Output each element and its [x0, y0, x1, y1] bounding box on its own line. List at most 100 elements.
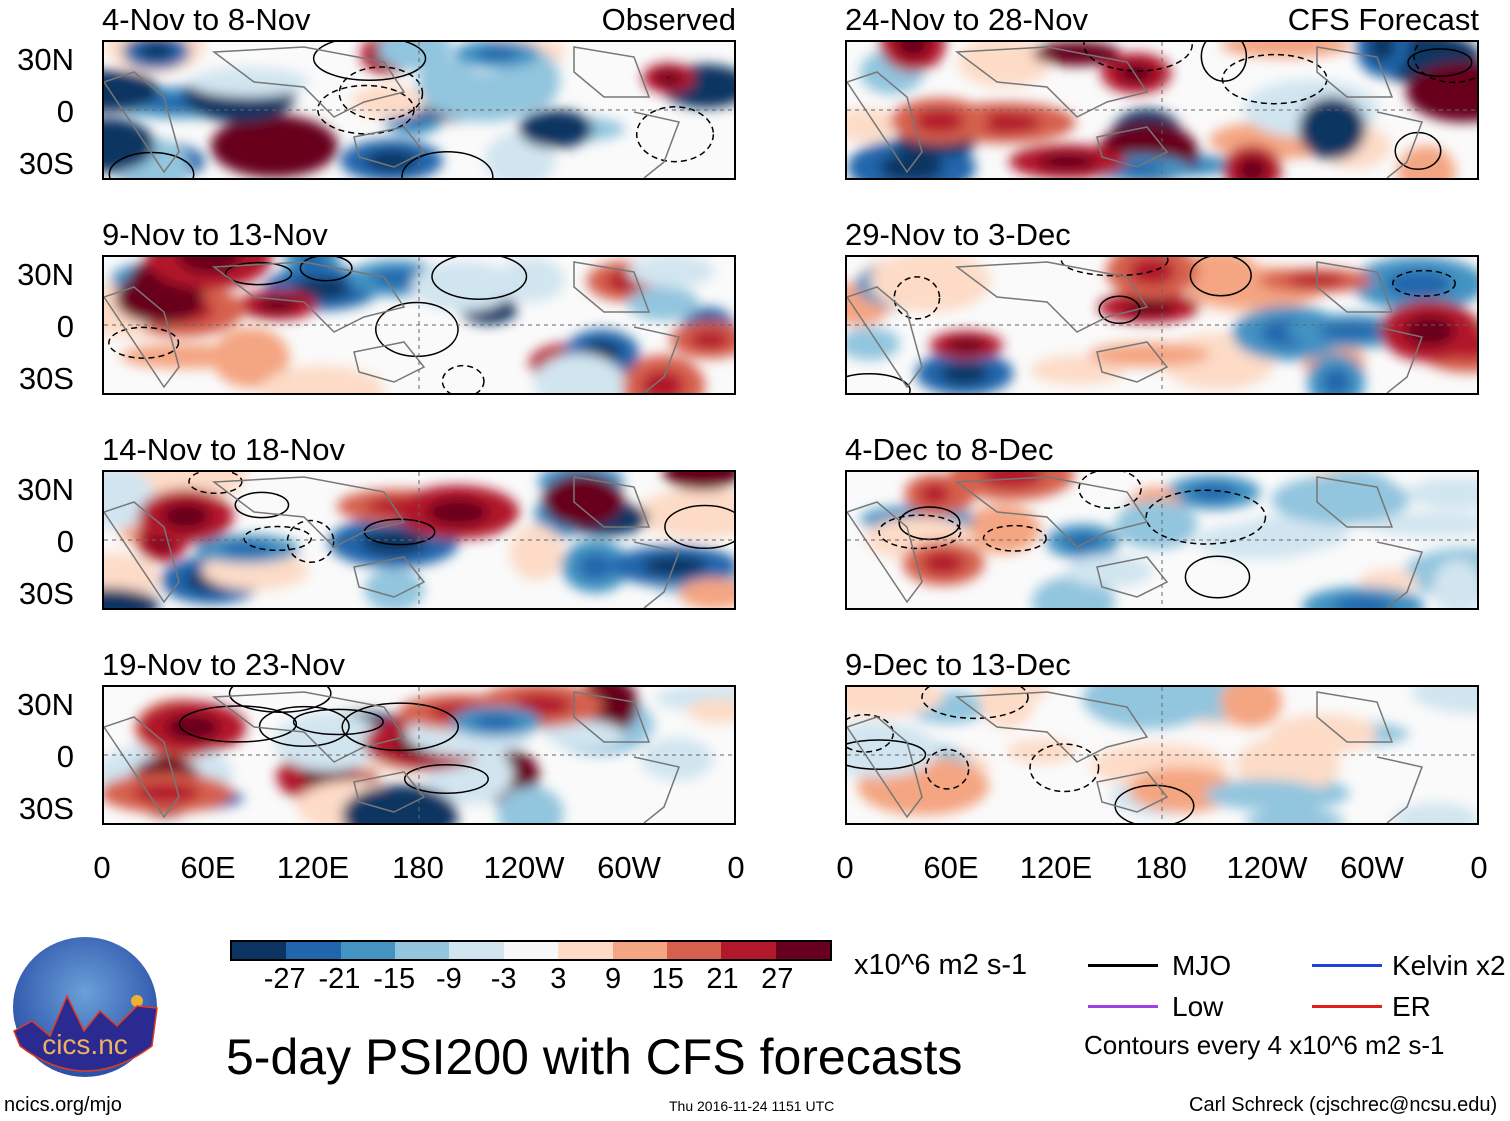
psi200-anomaly-map: [845, 685, 1479, 825]
lon-label: 0: [727, 850, 745, 885]
anomaly-blob: [1269, 713, 1377, 754]
anomaly-core: [1038, 153, 1097, 171]
colorbar-label: 15: [651, 963, 684, 995]
mjo-contour: [847, 373, 911, 393]
anomaly-blob: [1114, 500, 1198, 550]
mjo-contour: [441, 364, 485, 393]
anomaly-blob: [364, 567, 424, 608]
lon-label: 180: [392, 850, 444, 885]
psi200-anomaly-map: [102, 685, 736, 825]
anomaly-blob: [627, 257, 715, 288]
anomaly-core: [133, 782, 200, 803]
coastlines: [847, 261, 1424, 393]
anomaly-blob: [424, 71, 544, 122]
anomaly-core: [365, 149, 418, 172]
mjo-contour: [299, 257, 353, 282]
mjo-contour: [1083, 42, 1193, 72]
colorbar-label: 27: [761, 963, 794, 995]
anomaly-core: [980, 472, 1044, 488]
lat-label: 0: [56, 739, 74, 774]
anomaly-blob: [1411, 687, 1477, 714]
anomaly-core: [592, 690, 624, 720]
legend-label-er: ER: [1392, 991, 1431, 1022]
colorbar-swatch: [449, 942, 504, 959]
mjo-contour: [317, 84, 415, 135]
anomaly-core: [473, 713, 519, 730]
mjo-contour: [1221, 53, 1328, 105]
footer-url[interactable]: ncics.org/mjo: [4, 1094, 122, 1116]
anomaly-blob: [1245, 808, 1345, 823]
legend-line-er: [1312, 1005, 1382, 1008]
anomaly-blob: [1088, 342, 1211, 368]
anomaly-core: [220, 541, 274, 557]
anomaly-core: [1395, 45, 1453, 71]
anomaly-core: [896, 42, 930, 58]
forecast-column-label: CFS Forecast: [1287, 2, 1479, 37]
coastlines: [104, 46, 681, 178]
coastlines: [847, 46, 1424, 178]
anomaly-blob: [211, 327, 290, 388]
lat-label: 0: [56, 94, 74, 129]
colorbar-label: 9: [605, 963, 622, 995]
lat-label: 30N: [17, 257, 74, 292]
colorbar-label: -9: [436, 963, 462, 995]
anomaly-core: [537, 119, 575, 139]
legend-label-kelvin: Kelvin x2: [1392, 950, 1506, 981]
coastlines: [847, 476, 1424, 608]
anomaly-core: [1064, 532, 1102, 551]
anomaly-core: [689, 330, 730, 350]
anomaly-blob: [963, 504, 1041, 554]
mjo-contour: [925, 748, 970, 790]
anomaly-core: [1315, 112, 1349, 145]
mjo-contour: [224, 261, 293, 286]
coastlines: [104, 691, 681, 823]
mjo-contour: [921, 687, 1029, 720]
anomaly-blob: [957, 42, 1051, 88]
lon-label: 0: [836, 850, 854, 885]
mjo-contour: [341, 702, 459, 752]
lon-label: 120W: [483, 850, 565, 885]
psi200-anomaly-map: [102, 255, 736, 395]
mjo-contour: [401, 150, 494, 178]
anomaly-core: [372, 269, 419, 288]
anomaly-core: [361, 529, 427, 555]
mjo-contour: [178, 705, 298, 743]
lat-label: 0: [56, 309, 74, 344]
anomaly-core: [642, 555, 707, 577]
lon-label: 0: [93, 850, 111, 885]
psi200-anomaly-map: [102, 470, 736, 610]
anomaly-blob: [188, 67, 310, 97]
anomaly-core: [1318, 322, 1384, 340]
colorbar-swatch: [612, 942, 667, 959]
lon-label: 60E: [180, 850, 236, 885]
anomaly-core: [1118, 63, 1154, 84]
anomaly-core: [655, 70, 682, 86]
colorbar-units: x10^6 m2 s-1: [854, 949, 1028, 981]
anomaly-blob: [1220, 687, 1283, 728]
mjo-contour: [1060, 257, 1169, 277]
anomaly-blob: [411, 261, 515, 312]
lon-label: 60W: [1340, 850, 1404, 885]
anomaly-core: [971, 112, 1041, 133]
psi200-anomaly-map: [845, 255, 1479, 395]
mjo-contour: [228, 687, 332, 713]
anomaly-blob: [496, 257, 565, 303]
anomaly-blob: [120, 343, 248, 369]
anomaly-core: [1287, 274, 1345, 287]
colorbar-swatch: [395, 942, 450, 959]
mjo-contour: [338, 66, 424, 121]
anomaly-core: [104, 80, 135, 102]
anomaly-core: [165, 714, 220, 741]
mjo-contour: [878, 514, 962, 550]
colorbar-swatch: [666, 942, 722, 959]
anomaly-core: [258, 297, 298, 313]
lat-label: 30S: [18, 576, 74, 611]
mjo-contour: [635, 106, 715, 163]
anomaly-core: [914, 109, 965, 133]
colorbar-swatch: [232, 942, 287, 959]
anomaly-blob: [627, 286, 700, 321]
anomaly-core: [292, 277, 351, 300]
mjo-contour: [1200, 42, 1248, 82]
lat-label: 30N: [17, 687, 74, 722]
mjo-contour: [234, 491, 290, 519]
